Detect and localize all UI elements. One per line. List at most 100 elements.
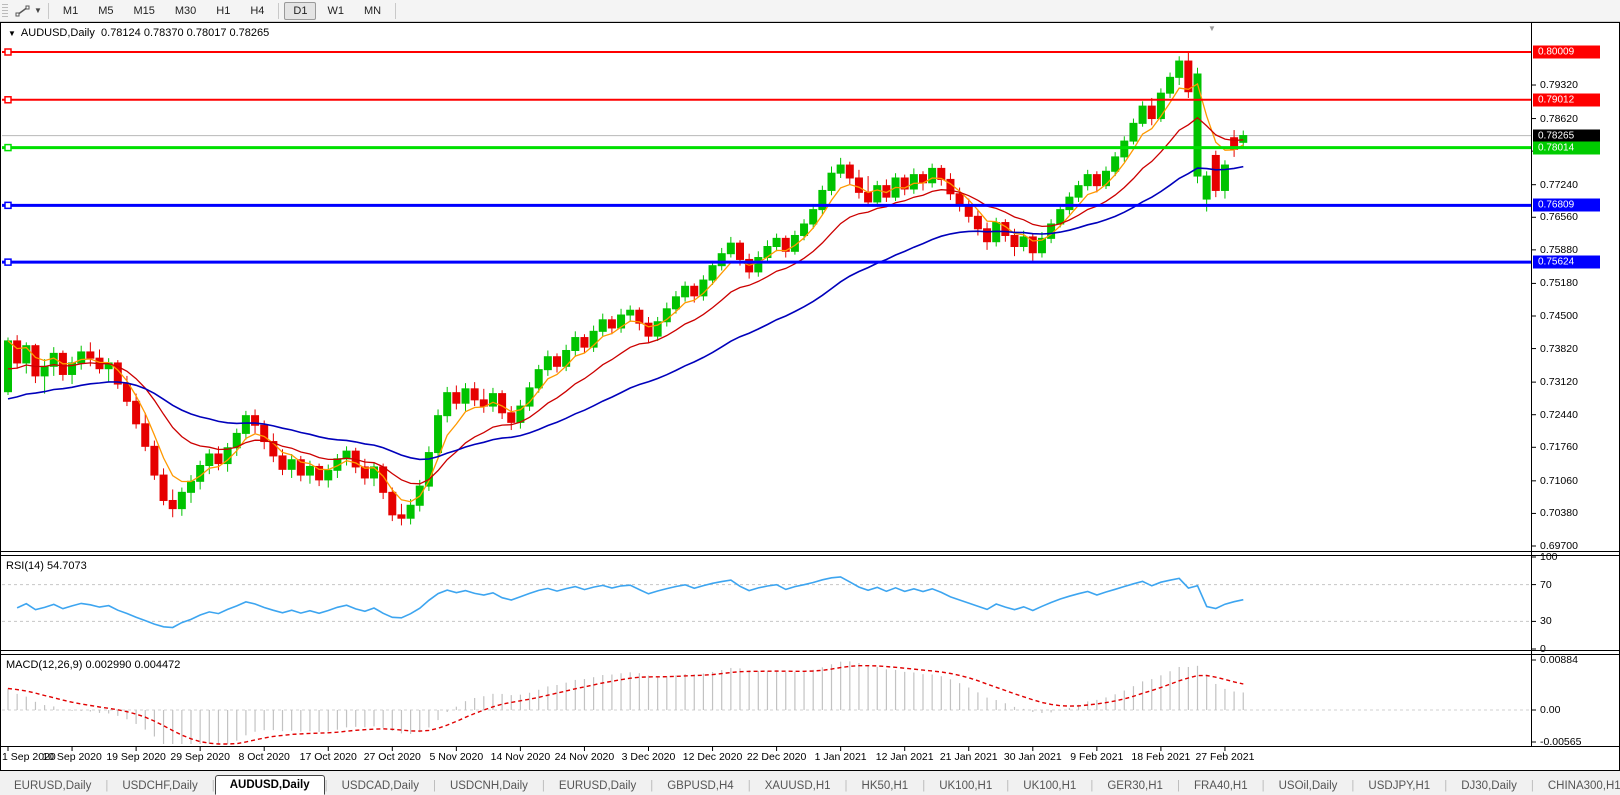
tab-separator: | — [211, 780, 215, 792]
chart-tab-gbpusd-h4[interactable]: GBPUSD,H4 — [667, 780, 734, 792]
chart-menu-caret-icon[interactable]: ▼ — [8, 29, 16, 38]
price-axis-tick-label: 0.76560 — [1540, 211, 1578, 224]
date-axis-label: 1 Sep 2020 — [2, 751, 56, 763]
chart-tab-hk50-h1[interactable]: HK50,H1 — [861, 780, 909, 792]
tab-separator: | — [324, 780, 328, 792]
timeframe-button-m15[interactable]: M15 — [133, 4, 155, 17]
chart-tab-usoil-daily[interactable]: USOil,Daily — [1278, 780, 1338, 792]
macd-axis-tick-label: 0.00 — [1540, 704, 1561, 716]
price-axis-tick-label: 0.74500 — [1540, 309, 1578, 322]
toolbar-separator — [278, 2, 280, 19]
tab-separator: | — [105, 780, 109, 792]
timeframe-button-mn[interactable]: MN — [363, 4, 382, 17]
ohlc-close: 0.78265 — [229, 27, 270, 39]
line-studies-icon[interactable] — [12, 2, 34, 19]
toolbar-separator — [395, 2, 397, 19]
chart-tab-dj30-daily[interactable]: DJ30,Daily — [1461, 780, 1517, 792]
chart-tab-usdchf-daily[interactable]: USDCHF,Daily — [122, 780, 198, 792]
date-axis-label: 19 Sep 2020 — [106, 751, 166, 763]
timeframe-button-group: D1 W1 MN — [283, 1, 391, 20]
macd-indicator-label: MACD(12,26,9) 0.002990 0.004472 — [6, 659, 181, 671]
tab-separator: | — [1530, 780, 1534, 792]
date-axis-label: 8 Oct 2020 — [238, 751, 290, 763]
chart-tab-ger30-h1[interactable]: GER30,H1 — [1107, 780, 1163, 792]
timeframe-button-m5[interactable]: M5 — [98, 4, 114, 17]
tab-separator: | — [1261, 780, 1265, 792]
date-axis-label: 1 Jan 2021 — [814, 751, 867, 763]
tab-separator: | — [747, 780, 751, 792]
hline-price-label[interactable]: 0.75624 — [1533, 255, 1600, 269]
tab-separator: | — [1090, 780, 1094, 792]
price-axis-tick-label: 0.75180 — [1540, 277, 1578, 290]
rsi-indicator-label: RSI(14) 54.7073 — [6, 560, 87, 572]
price-axis-tick-label: 0.73120 — [1540, 376, 1578, 389]
timeframe-button-h4[interactable]: H4 — [250, 4, 265, 17]
rsi-axis-tick-label: 70 — [1540, 578, 1552, 591]
ohlc-open: 0.78124 — [101, 27, 141, 39]
chart-tab-eurusd-daily[interactable]: EURUSD,Daily — [558, 780, 637, 792]
chart-tab-eurusd-daily[interactable]: EURUSD,Daily — [14, 780, 92, 792]
hline-price-label[interactable]: 0.76809 — [1533, 198, 1600, 212]
date-axis-label: 12 Jan 2021 — [875, 751, 934, 763]
price-axis-tick-label: 0.71060 — [1540, 474, 1578, 487]
price-axis-tick-label: 0.78620 — [1540, 112, 1578, 125]
chart-tab-uk100-h1[interactable]: UK100,H1 — [939, 780, 993, 792]
tab-separator: | — [922, 780, 926, 792]
tab-separator: | — [844, 780, 848, 792]
timeframe-button-h1[interactable]: H1 — [216, 4, 231, 17]
tab-separator: | — [650, 780, 654, 792]
date-axis-label: 17 Oct 2020 — [299, 751, 357, 763]
chart-title: ▼ AUDUSD,Daily 0.78124 0.78370 0.78017 0.… — [8, 27, 269, 39]
current-price-label[interactable]: 0.78265 — [1533, 129, 1600, 143]
ohlc-low: 0.78017 — [186, 27, 227, 39]
rsi-axis-tick-label: 0 — [1540, 643, 1546, 655]
chart-symbol-label: AUDUSD,Daily — [20, 27, 95, 39]
line-studies-dropdown-caret-icon[interactable]: ▼ — [34, 6, 42, 15]
top-toolbar: ▼ M1 M5 M15 M30 H1 H4 D1 W1 MN — [0, 0, 1620, 22]
tab-separator: | — [1006, 780, 1010, 792]
chart-tab-fra40-h1[interactable]: FRA40,H1 — [1193, 780, 1248, 792]
price-axis-tick-label: 0.75880 — [1540, 243, 1578, 256]
rsi-axis-tick-label: 30 — [1540, 615, 1552, 628]
toolbar-grip-handle[interactable] — [2, 3, 8, 18]
chart-tab-usdcad-daily[interactable]: USDCAD,Daily — [341, 780, 419, 792]
tab-separator: | — [1176, 780, 1180, 792]
price-axis-tick-label: 0.71760 — [1540, 441, 1578, 454]
macd-axis-tick-label: -0.00565 — [1540, 736, 1582, 748]
date-axis-label: 3 Dec 2020 — [621, 751, 676, 763]
chart-tab-uk100-h1[interactable]: UK100,H1 — [1023, 780, 1077, 792]
date-axis-label: 24 Nov 2020 — [554, 751, 615, 763]
price-axis-tick-label: 0.69700 — [1540, 540, 1578, 552]
hline-price-label[interactable]: 0.78014 — [1533, 141, 1600, 155]
tab-separator: | — [1351, 780, 1355, 792]
date-axis-label: 30 Jan 2021 — [1003, 751, 1062, 763]
date-axis-label: 5 Nov 2020 — [429, 751, 484, 763]
chart-tab-audusd-daily[interactable]: AUDUSD,Daily — [214, 775, 325, 795]
macd-main-value: 0.002990 — [85, 659, 132, 671]
chart-tab-xauusd-h1[interactable]: XAUUSD,H1 — [764, 780, 831, 792]
hline-price-label[interactable]: 0.80009 — [1533, 45, 1600, 59]
hline-price-label[interactable]: 0.79012 — [1533, 93, 1600, 107]
chart-shift-marker-icon[interactable]: ▼ — [1208, 24, 1216, 33]
timeframe-button-group: M1 M5 M15 M30 H1 H4 — [53, 2, 275, 20]
tab-separator: | — [541, 780, 545, 792]
timeframe-button-m30[interactable]: M30 — [174, 4, 197, 17]
toolbar-separator — [47, 2, 49, 19]
rsi-axis-tick-label: 100 — [1540, 551, 1558, 563]
timeframe-button-m1[interactable]: M1 — [62, 4, 79, 17]
timeframe-button-d1[interactable]: D1 — [284, 1, 317, 20]
date-axis-label: 10 Sep 2020 — [42, 751, 102, 763]
price-axis-tick-label: 0.70380 — [1540, 507, 1578, 520]
chart-tab-usdjpy-h1[interactable]: USDJPY,H1 — [1368, 780, 1431, 792]
date-axis-label: 22 Dec 2020 — [746, 751, 807, 763]
macd-signal-value: 0.004472 — [134, 659, 181, 671]
date-axis-label: 21 Jan 2021 — [939, 751, 998, 763]
macd-axis-tick-label: 0.00884 — [1540, 654, 1578, 666]
tab-separator: | — [1444, 780, 1448, 792]
price-axis-tick-label: 0.73820 — [1540, 342, 1578, 355]
timeframe-button-w1[interactable]: W1 — [327, 4, 344, 17]
date-axis-label: 14 Nov 2020 — [490, 751, 551, 763]
chart-tab-china300-h1[interactable]: CHINA300,H1 — [1547, 780, 1620, 792]
chart-tab-bar: EURUSD,Daily | USDCHF,Daily | AUDUSD,Daily | U… — [0, 773, 1620, 795]
chart-tab-usdcnh-daily[interactable]: USDCNH,Daily — [449, 780, 528, 792]
